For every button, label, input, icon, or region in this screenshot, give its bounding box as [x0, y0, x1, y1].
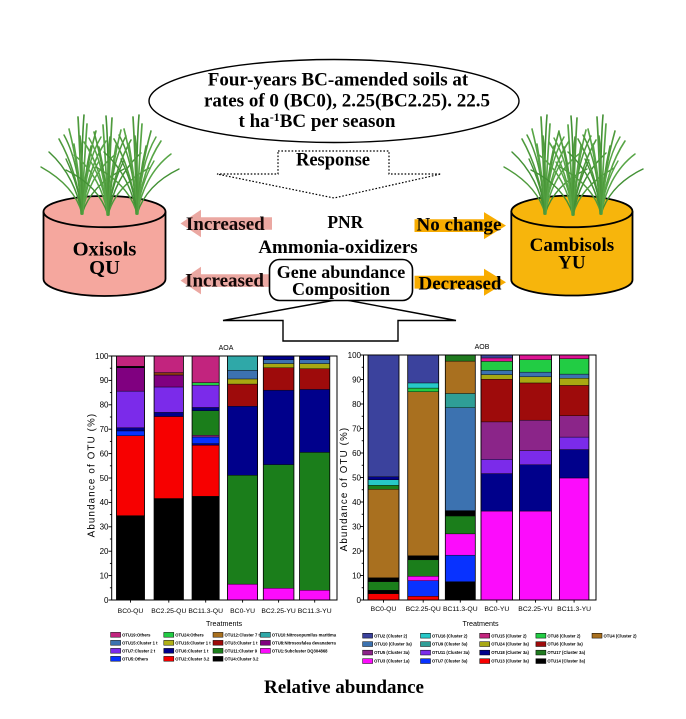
svg-text:30: 30	[352, 522, 361, 531]
svg-text:OTU24:Others: OTU24:Others	[175, 632, 204, 637]
svg-text:OTU16:Cluster 1 t: OTU16:Cluster 1 t	[175, 640, 211, 645]
svg-text:OTU6:Cluster 1 t: OTU6:Cluster 1 t	[175, 648, 209, 653]
svg-text:BC11.3-QU: BC11.3-QU	[188, 608, 223, 615]
svg-text:OTU8 (Cluster 2): OTU8 (Cluster 2)	[547, 633, 581, 638]
svg-text:Abundance of OTU (%): Abundance of OTU (%)	[339, 427, 350, 552]
svg-text:OTU4 (Cluster 2): OTU4 (Cluster 2)	[604, 633, 638, 638]
svg-text:90: 90	[352, 375, 361, 384]
svg-text:OTU17 (Cluster 3a): OTU17 (Cluster 3a)	[547, 650, 585, 655]
svg-text:70: 70	[100, 425, 109, 434]
svg-text:40: 40	[352, 498, 361, 507]
svg-text:Cambisols: Cambisols	[530, 235, 614, 256]
svg-text:t ha-1BC per season: t ha-1BC per season	[239, 110, 396, 132]
svg-text:OTU7:Cluster 2 t: OTU7:Cluster 2 t	[122, 648, 156, 653]
svg-text:OTU12:Cluster 7 t: OTU12:Cluster 7 t	[225, 632, 261, 637]
svg-text:OTU10:Nitrosopumilus maritima: OTU10:Nitrosopumilus maritima	[272, 632, 337, 637]
svg-text:OTU19:Others: OTU19:Others	[122, 632, 151, 637]
svg-text:10: 10	[100, 571, 109, 580]
svg-text:Composition: Composition	[292, 279, 390, 299]
svg-text:BC2.25-QU: BC2.25-QU	[151, 608, 186, 615]
svg-text:OTU9 (Cluster 3a): OTU9 (Cluster 3a)	[432, 642, 468, 647]
svg-text:20: 20	[100, 547, 109, 556]
svg-text:BC2.25-YU: BC2.25-YU	[261, 608, 295, 615]
svg-text:OTU11:Cluster 9: OTU11:Cluster 9	[225, 648, 258, 653]
svg-text:60: 60	[352, 449, 361, 458]
svg-text:50: 50	[352, 473, 361, 482]
svg-text:OTU3 (Cluster 1a): OTU3 (Cluster 1a)	[374, 659, 410, 664]
svg-text:80: 80	[100, 401, 109, 410]
svg-text:OTU5 (Cluster 3a): OTU5 (Cluster 3a)	[374, 650, 410, 655]
svg-text:OTU24 (Cluster 3a): OTU24 (Cluster 3a)	[491, 642, 529, 647]
svg-text:OTU14 (Cluster 3a): OTU14 (Cluster 3a)	[547, 659, 585, 664]
svg-text:Decreased: Decreased	[418, 274, 501, 295]
svg-text:0: 0	[357, 596, 362, 605]
svg-text:BC11.3-YU: BC11.3-YU	[557, 606, 591, 613]
svg-text:OTU4:Cluster 3.2: OTU4:Cluster 3.2	[225, 656, 260, 661]
svg-text:80: 80	[352, 400, 361, 409]
svg-text:OTU6 (Cluster 3a): OTU6 (Cluster 3a)	[547, 642, 583, 647]
svg-text:OTU8:Nitrososfalea devanaterra: OTU8:Nitrososfalea devanaterra	[272, 640, 337, 645]
svg-text:40: 40	[100, 498, 109, 507]
svg-text:OTU5:Others: OTU5:Others	[122, 656, 149, 661]
svg-text:OTU15:Cluster 1 t: OTU15:Cluster 1 t	[122, 640, 158, 645]
svg-text:0: 0	[104, 596, 109, 605]
svg-text:Oxisols: Oxisols	[73, 239, 137, 261]
svg-text:No change: No change	[417, 215, 502, 236]
svg-text:BC0-YU: BC0-YU	[230, 608, 255, 615]
svg-text:OTU11 (Cluster 3a): OTU11 (Cluster 3a)	[432, 650, 470, 655]
svg-text:100: 100	[348, 351, 362, 360]
svg-text:Ammonia-oxidizers: Ammonia-oxidizers	[258, 237, 417, 258]
svg-text:BC11.3-YU: BC11.3-YU	[298, 608, 332, 615]
svg-text:OTU16 (Cluster 2): OTU16 (Cluster 2)	[432, 633, 468, 638]
svg-text:AOB: AOB	[475, 344, 490, 351]
svg-text:50: 50	[100, 474, 109, 483]
svg-text:60: 60	[100, 449, 109, 458]
svg-text:Increased: Increased	[185, 271, 264, 292]
svg-text:BC0-QU: BC0-QU	[118, 608, 144, 615]
svg-text:OTU13 (Cluster 3a): OTU13 (Cluster 3a)	[491, 659, 529, 664]
svg-text:Abundance of OTU (%): Abundance of OTU (%)	[87, 413, 98, 538]
svg-text:OTU3:Cluster 1 t: OTU3:Cluster 1 t	[225, 640, 259, 645]
svg-text:OTU2 (Cluster 2): OTU2 (Cluster 2)	[374, 633, 408, 638]
svg-text:20: 20	[352, 547, 361, 556]
svg-text:OTU15 (Cluster 2): OTU15 (Cluster 2)	[491, 633, 527, 638]
svg-text:OTU7 (Cluster 3a): OTU7 (Cluster 3a)	[432, 659, 468, 664]
svg-text:BC0-QU: BC0-QU	[371, 606, 397, 613]
svg-text:PNR: PNR	[327, 212, 363, 232]
svg-text:Gene abundance: Gene abundance	[277, 262, 406, 282]
svg-text:OTU2:Cluster 3.2: OTU2:Cluster 3.2	[175, 656, 210, 661]
svg-text:rates of 0 (BC0), 2.25(BC2.25): rates of 0 (BC0), 2.25(BC2.25). 22.5	[204, 90, 490, 111]
svg-text:BC0-YU: BC0-YU	[484, 606, 509, 613]
svg-text:BC2.25-QU: BC2.25-QU	[406, 606, 441, 613]
svg-text:Increased: Increased	[186, 214, 265, 235]
svg-text:30: 30	[100, 523, 109, 532]
svg-text:OTU1:Subcluster DQ304868: OTU1:Subcluster DQ304868	[272, 648, 328, 653]
svg-text:70: 70	[352, 424, 361, 433]
svg-text:OTU18 (Cluster 3a): OTU18 (Cluster 3a)	[491, 650, 529, 655]
svg-text:AOA: AOA	[219, 345, 234, 352]
svg-text:BC2.25-YU: BC2.25-YU	[518, 606, 552, 613]
svg-text:100: 100	[95, 352, 109, 361]
svg-text:Treatments: Treatments	[462, 619, 498, 628]
svg-text:Four-years BC-amended soils at: Four-years BC-amended soils at	[208, 70, 469, 91]
svg-text:BC11.3-QU: BC11.3-QU	[443, 606, 478, 613]
svg-text:OTU10 (Cluster 3a): OTU10 (Cluster 3a)	[374, 642, 412, 647]
svg-text:Treatments: Treatments	[206, 619, 242, 628]
svg-text:90: 90	[100, 376, 109, 385]
svg-text:Relative abundance: Relative abundance	[264, 677, 424, 698]
svg-text:10: 10	[352, 571, 361, 580]
svg-text:Response: Response	[296, 151, 370, 171]
svg-text:YU: YU	[558, 253, 586, 274]
svg-text:QU: QU	[89, 257, 120, 279]
